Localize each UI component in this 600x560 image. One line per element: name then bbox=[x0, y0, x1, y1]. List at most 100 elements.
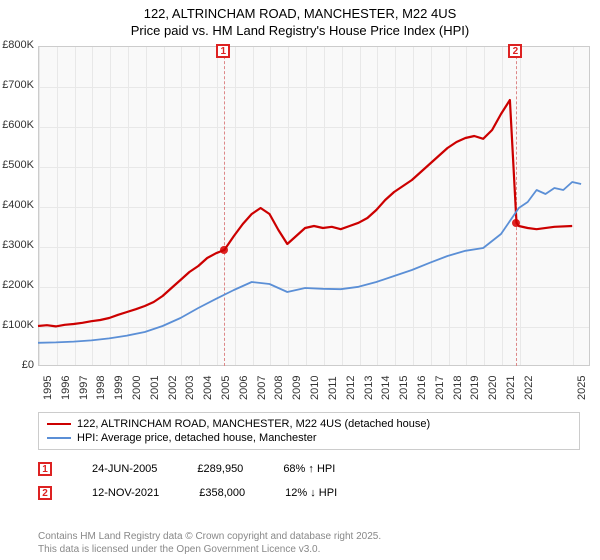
x-axis-label: 2001 bbox=[149, 376, 161, 400]
x-axis-label: 2005 bbox=[220, 376, 232, 400]
x-axis-label: 2018 bbox=[452, 376, 464, 400]
legend-swatch-price bbox=[47, 423, 71, 425]
footer-line2: This data is licensed under the Open Gov… bbox=[38, 544, 320, 555]
transaction-delta-2: 12% ↓ HPI bbox=[285, 487, 337, 499]
legend-row-price: 122, ALTRINCHAM ROAD, MANCHESTER, M22 4U… bbox=[47, 417, 571, 431]
x-axis-label: 2002 bbox=[167, 376, 179, 400]
x-gridline bbox=[502, 47, 503, 365]
x-axis-label: 2016 bbox=[416, 376, 428, 400]
marker-dashed-line bbox=[224, 46, 225, 366]
x-gridline bbox=[75, 47, 76, 365]
x-axis-label: 2004 bbox=[202, 376, 214, 400]
transaction-row-2: 2 12-NOV-2021 £358,000 12% ↓ HPI bbox=[38, 486, 337, 500]
chart-title: 122, ALTRINCHAM ROAD, MANCHESTER, M22 4U… bbox=[0, 0, 600, 40]
marker-point bbox=[512, 219, 520, 227]
x-gridline bbox=[377, 47, 378, 365]
x-gridline bbox=[342, 47, 343, 365]
transaction-delta-1: 68% ↑ HPI bbox=[283, 463, 335, 475]
x-axis-label: 2007 bbox=[256, 376, 268, 400]
y-gridline bbox=[39, 327, 589, 328]
x-gridline bbox=[270, 47, 271, 365]
x-axis-label: 1999 bbox=[113, 376, 125, 400]
x-gridline bbox=[146, 47, 147, 365]
x-axis-label: 2011 bbox=[327, 376, 339, 400]
x-gridline bbox=[360, 47, 361, 365]
y-gridline bbox=[39, 207, 589, 208]
x-gridline bbox=[164, 47, 165, 365]
x-axis-label: 2025 bbox=[576, 376, 588, 400]
transaction-date-1: 24-JUN-2005 bbox=[92, 463, 157, 475]
x-axis-label: 2003 bbox=[184, 376, 196, 400]
x-axis-label: 2012 bbox=[345, 376, 357, 400]
y-gridline bbox=[39, 127, 589, 128]
chart-plot-area bbox=[38, 46, 590, 366]
transaction-row-1: 1 24-JUN-2005 £289,950 68% ↑ HPI bbox=[38, 462, 335, 476]
transaction-date-2: 12-NOV-2021 bbox=[92, 487, 159, 499]
x-gridline bbox=[39, 47, 40, 365]
y-axis-label: £700K bbox=[2, 79, 34, 91]
y-axis-label: £500K bbox=[2, 159, 34, 171]
title-line2: Price paid vs. HM Land Registry's House … bbox=[131, 23, 469, 38]
x-axis-label: 2022 bbox=[523, 376, 535, 400]
x-gridline bbox=[431, 47, 432, 365]
x-gridline bbox=[520, 47, 521, 365]
legend-box: 122, ALTRINCHAM ROAD, MANCHESTER, M22 4U… bbox=[38, 412, 580, 450]
x-axis-label: 1997 bbox=[78, 376, 90, 400]
x-axis-label: 2006 bbox=[238, 376, 250, 400]
marker-dashed-line bbox=[516, 46, 517, 366]
marker-number-box: 2 bbox=[508, 44, 522, 58]
title-line1: 122, ALTRINCHAM ROAD, MANCHESTER, M22 4U… bbox=[144, 6, 457, 21]
transaction-price-2: £358,000 bbox=[199, 487, 245, 499]
x-gridline bbox=[235, 47, 236, 365]
x-axis-label: 2000 bbox=[131, 376, 143, 400]
x-gridline bbox=[306, 47, 307, 365]
x-gridline bbox=[128, 47, 129, 365]
marker-point bbox=[220, 246, 228, 254]
x-gridline bbox=[57, 47, 58, 365]
x-axis-label: 1998 bbox=[95, 376, 107, 400]
x-axis-label: 1996 bbox=[60, 376, 72, 400]
legend-label-hpi: HPI: Average price, detached house, Manc… bbox=[77, 432, 317, 444]
footer-attribution: Contains HM Land Registry data © Crown c… bbox=[38, 530, 381, 556]
y-axis-label: £600K bbox=[2, 119, 34, 131]
x-axis-label: 2020 bbox=[487, 376, 499, 400]
x-gridline bbox=[199, 47, 200, 365]
y-axis-label: £800K bbox=[2, 39, 34, 51]
x-gridline bbox=[484, 47, 485, 365]
x-gridline bbox=[92, 47, 93, 365]
x-gridline bbox=[466, 47, 467, 365]
y-axis-label: £100K bbox=[2, 319, 34, 331]
x-gridline bbox=[573, 47, 574, 365]
marker-number-box: 1 bbox=[216, 44, 230, 58]
transaction-marker-2: 2 bbox=[38, 486, 52, 500]
x-axis-label: 2013 bbox=[363, 376, 375, 400]
x-gridline bbox=[449, 47, 450, 365]
footer-line1: Contains HM Land Registry data © Crown c… bbox=[38, 531, 381, 542]
transaction-marker-1: 1 bbox=[38, 462, 52, 476]
x-axis-label: 2014 bbox=[380, 376, 392, 400]
x-gridline bbox=[324, 47, 325, 365]
x-gridline bbox=[181, 47, 182, 365]
x-axis-label: 2015 bbox=[398, 376, 410, 400]
x-axis-label: 2019 bbox=[469, 376, 481, 400]
x-gridline bbox=[253, 47, 254, 365]
y-axis-label: £300K bbox=[2, 239, 34, 251]
y-axis-label: £0 bbox=[22, 359, 34, 371]
x-gridline bbox=[110, 47, 111, 365]
y-axis-label: £200K bbox=[2, 279, 34, 291]
y-gridline bbox=[39, 247, 589, 248]
x-axis-label: 2021 bbox=[505, 376, 517, 400]
x-gridline bbox=[217, 47, 218, 365]
x-axis-label: 2010 bbox=[309, 376, 321, 400]
legend-swatch-hpi bbox=[47, 437, 71, 439]
y-axis-label: £400K bbox=[2, 199, 34, 211]
x-gridline bbox=[288, 47, 289, 365]
x-axis-label: 2008 bbox=[273, 376, 285, 400]
y-gridline bbox=[39, 287, 589, 288]
x-axis-label: 2017 bbox=[434, 376, 446, 400]
x-gridline bbox=[413, 47, 414, 365]
x-axis-label: 2009 bbox=[291, 376, 303, 400]
legend-row-hpi: HPI: Average price, detached house, Manc… bbox=[47, 431, 571, 445]
y-gridline bbox=[39, 87, 589, 88]
y-gridline bbox=[39, 167, 589, 168]
